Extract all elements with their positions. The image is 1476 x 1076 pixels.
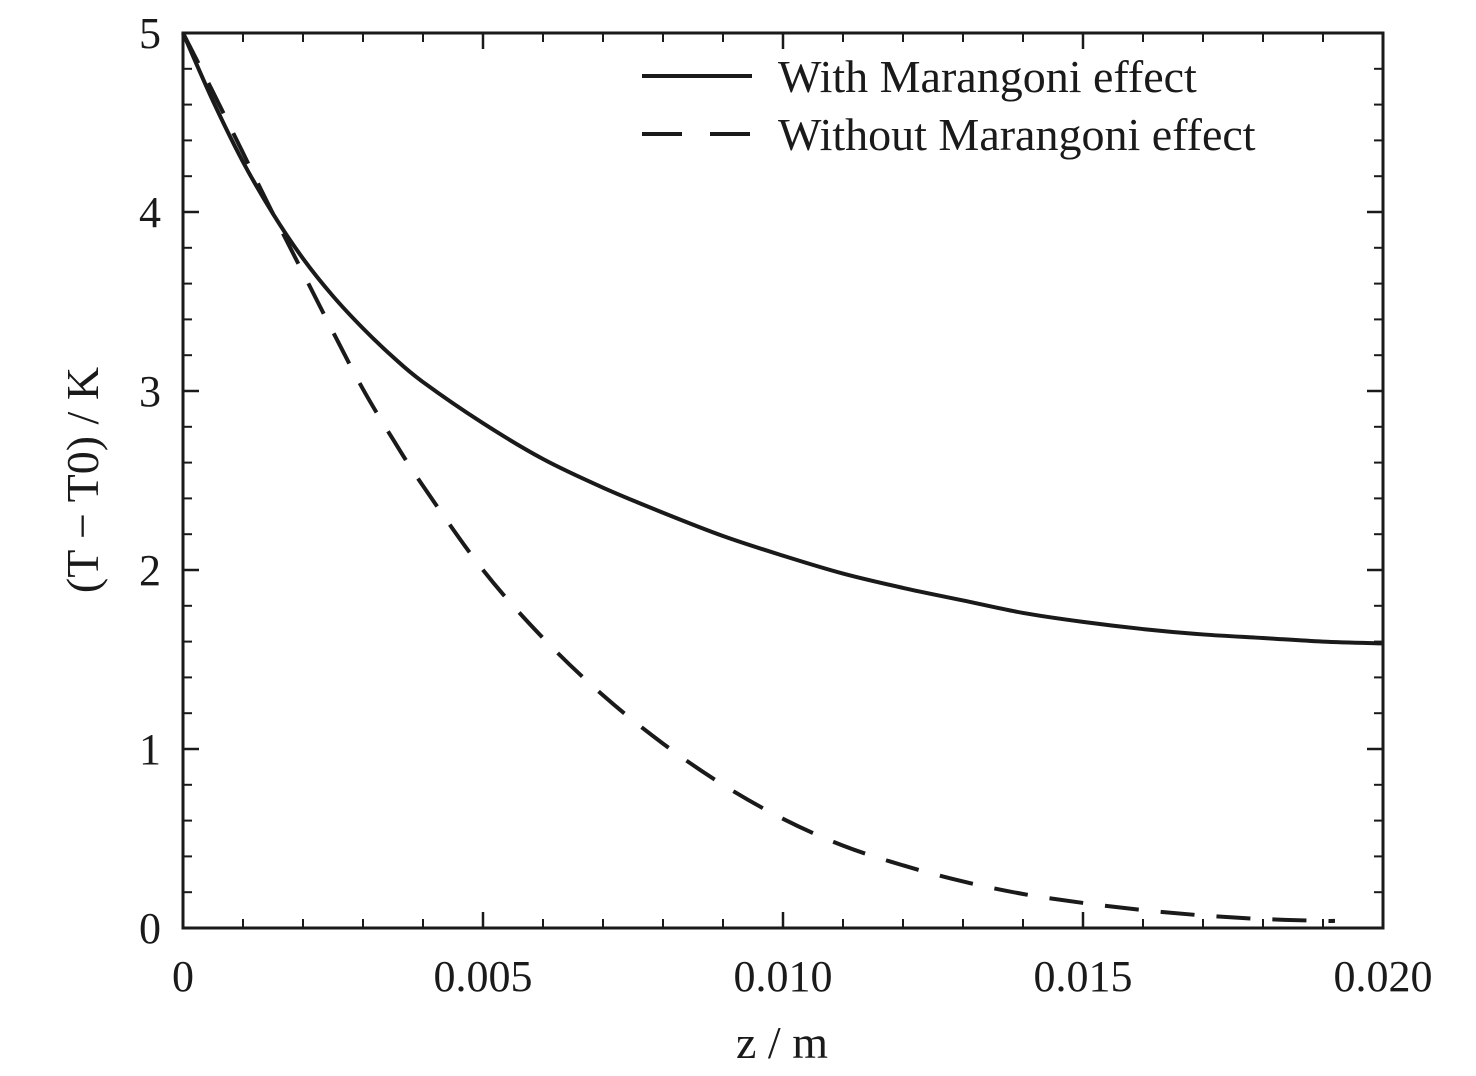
y-tick-label: 3 [139,367,161,416]
legend-label: With Marangoni effect [778,51,1197,102]
x-tick-label: 0 [172,952,194,1001]
plot-frame [181,31,1385,930]
y-tick-label: 2 [139,546,161,595]
legend-label: Without Marangoni effect [778,109,1256,160]
x-axis-label: z / m [736,1017,828,1068]
x-tick-label: 0.020 [1334,952,1433,1001]
x-tick-label: 0.015 [1034,952,1133,1001]
legend: With Marangoni effect Without Marangoni e… [642,51,1256,160]
series-line-with-marangoni [181,32,1384,646]
series-line-without-marangoni [181,32,1336,923]
series-layer [181,32,1384,923]
x-tick-label: 0.005 [434,952,533,1001]
y-tick-label: 0 [139,904,161,953]
y-tick-label: 4 [139,188,161,237]
y-tick-label: 1 [139,725,161,774]
x-tick-label: 0.010 [734,952,833,1001]
y-axis-label: (T − T0) / K [57,367,108,593]
axes: 0 0.005 0.010 0.015 0.020 0 1 2 3 4 5 [139,9,1433,1001]
y-tick-label: 5 [139,9,161,58]
